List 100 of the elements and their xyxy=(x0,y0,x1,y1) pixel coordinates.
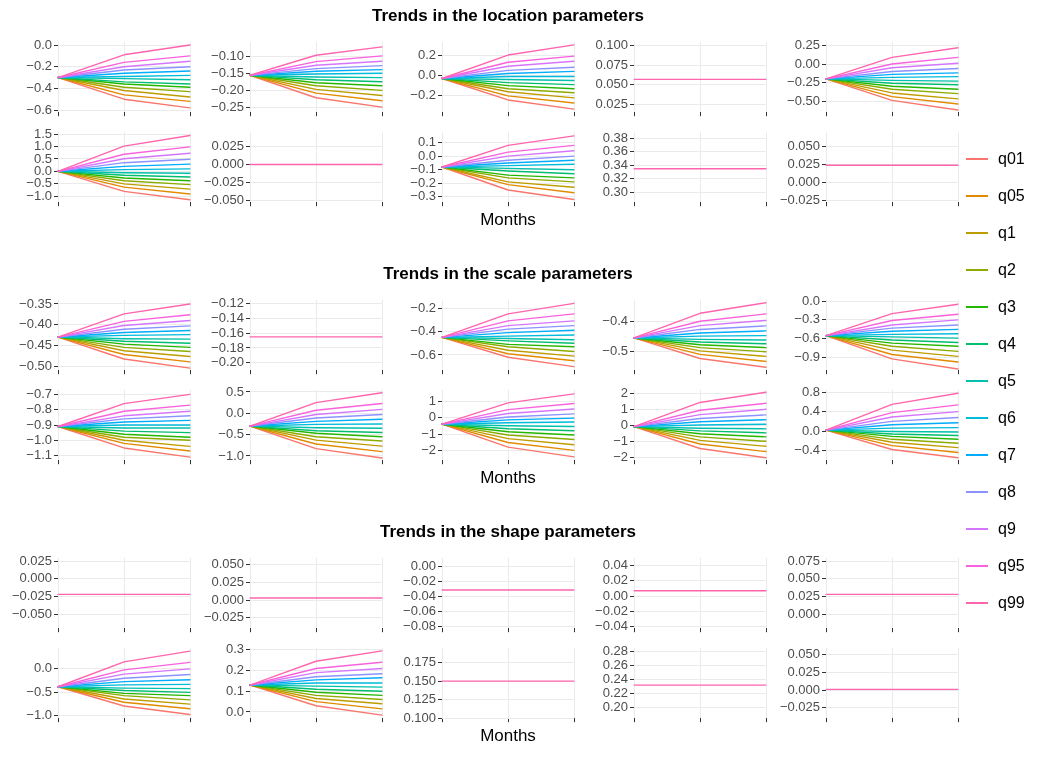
y-tick-label: −0.025 xyxy=(779,192,820,208)
legend-label: q6 xyxy=(998,408,1016,427)
y-tick-label: 0.0 xyxy=(225,404,244,420)
y-tick-label: −0.2 xyxy=(26,58,52,74)
y-tick-label: −0.5 xyxy=(218,426,244,442)
y-tick-label: 0.025 xyxy=(787,664,820,680)
y-tick-label: 0.26 xyxy=(602,656,628,672)
y-tick-label: −0.7 xyxy=(26,385,52,401)
y-tick-label: −0.12 xyxy=(211,295,244,311)
y-tick-label: 0.00 xyxy=(794,55,820,71)
y-tick-label: 0.00 xyxy=(602,587,628,603)
y-tick-label: 0.3 xyxy=(225,641,244,657)
y-tick-label: −0.3 xyxy=(794,311,820,327)
y-tick-label: 0.025 xyxy=(211,137,244,153)
y-tick-label: −0.04 xyxy=(595,618,628,634)
y-tick-label: −0.40 xyxy=(19,316,52,332)
x-axis-title: Months xyxy=(479,726,537,746)
legend-label: q2 xyxy=(998,260,1016,279)
y-tick-label: 1.5 xyxy=(33,125,52,141)
y-tick-label: −0.5 xyxy=(602,342,628,358)
y-tick-label: −0.02 xyxy=(595,602,628,618)
y-tick-label: −0.14 xyxy=(211,309,244,325)
y-tick-label: −2 xyxy=(613,448,628,464)
y-tick-label: −0.20 xyxy=(211,81,244,97)
y-tick-label: −2 xyxy=(421,441,436,457)
y-tick-label: 0.30 xyxy=(602,183,628,199)
y-tick-label: 0.0 xyxy=(225,703,244,719)
y-tick-label: −0.20 xyxy=(211,354,244,370)
y-tick-label: 1 xyxy=(620,400,628,416)
y-tick-label: −0.6 xyxy=(410,346,436,362)
y-tick-label: 0.050 xyxy=(787,570,820,586)
legend-label: q4 xyxy=(998,334,1016,353)
y-tick-label: −0.16 xyxy=(211,324,244,340)
y-tick-label: −0.4 xyxy=(410,323,436,339)
y-tick-label: 0.000 xyxy=(211,591,244,607)
y-tick-label: −0.3 xyxy=(410,188,436,204)
y-tick-label: −0.18 xyxy=(211,339,244,355)
y-tick-label: 0.20 xyxy=(602,699,628,715)
y-tick-label: 0.0 xyxy=(801,422,820,438)
y-tick-label: −0.050 xyxy=(11,605,52,621)
y-tick-label: 0.075 xyxy=(595,56,628,72)
y-tick-label: 0.100 xyxy=(403,709,436,725)
y-tick-label: 0.2 xyxy=(225,662,244,678)
y-tick-label: 0.025 xyxy=(787,156,820,172)
y-tick-label: −0.2 xyxy=(410,299,436,315)
legend-label: q1 xyxy=(998,223,1016,242)
y-tick-label: −0.050 xyxy=(203,192,244,208)
y-tick-label: 0.000 xyxy=(211,156,244,172)
legend-label: q8 xyxy=(998,482,1016,501)
y-tick-label: 0.050 xyxy=(595,76,628,92)
y-tick-label: 0.36 xyxy=(602,143,628,159)
y-tick-label: 0.125 xyxy=(403,691,436,707)
y-tick-label: 0.025 xyxy=(787,588,820,604)
chart-title: Trends in the scale parameters xyxy=(382,264,634,284)
y-tick-label: −0.8 xyxy=(26,401,52,417)
y-tick-label: 0.38 xyxy=(602,130,628,146)
y-tick-label: 0.02 xyxy=(602,572,628,588)
y-tick-label: −0.4 xyxy=(602,313,628,329)
y-tick-label: 1 xyxy=(428,392,436,408)
y-tick-label: 0.04 xyxy=(602,557,628,573)
y-tick-label: −1.0 xyxy=(218,447,244,463)
y-tick-label: 0.000 xyxy=(787,174,820,190)
y-tick-label: 0.4 xyxy=(801,403,820,419)
y-tick-label: −1.0 xyxy=(26,707,52,723)
y-tick-label: −0.4 xyxy=(794,442,820,458)
y-tick-label: −0.1 xyxy=(410,161,436,177)
y-tick-label: −0.025 xyxy=(203,174,244,190)
y-tick-label: −1.0 xyxy=(26,431,52,447)
y-tick-label: −1 xyxy=(613,432,628,448)
y-tick-label: −0.08 xyxy=(403,618,436,634)
y-tick-label: −0.025 xyxy=(11,588,52,604)
y-tick-label: −0.04 xyxy=(403,588,436,604)
y-tick-label: 0.00 xyxy=(410,558,436,574)
legend-label: q05 xyxy=(998,186,1025,205)
x-axis-title: Months xyxy=(479,210,537,230)
y-tick-label: 0 xyxy=(620,416,628,432)
y-tick-label: −0.5 xyxy=(26,683,52,699)
y-tick-label: 0.150 xyxy=(403,672,436,688)
y-tick-label: 0.2 xyxy=(417,46,436,62)
legend-label: q9 xyxy=(998,519,1016,538)
y-tick-label: −0.02 xyxy=(403,573,436,589)
y-tick-label: 0.22 xyxy=(602,685,628,701)
y-tick-label: 0.28 xyxy=(602,642,628,658)
y-tick-label: −1.1 xyxy=(26,447,52,463)
y-tick-label: 0.5 xyxy=(225,383,244,399)
y-tick-label: 0.000 xyxy=(787,681,820,697)
y-tick-label: −0.4 xyxy=(26,79,52,95)
y-tick-label: −0.06 xyxy=(403,603,436,619)
y-tick-label: 0.025 xyxy=(19,552,52,568)
y-tick-label: 0.8 xyxy=(801,383,820,399)
y-tick-label: 0.34 xyxy=(602,156,628,172)
y-tick-label: −1 xyxy=(421,425,436,441)
y-tick-label: −0.9 xyxy=(794,349,820,365)
legend-label: q7 xyxy=(998,445,1016,464)
y-tick-label: 2 xyxy=(620,384,628,400)
y-tick-label: 0.1 xyxy=(417,134,436,150)
y-tick-label: −0.2 xyxy=(410,174,436,190)
y-tick-label: 0.0 xyxy=(33,660,52,676)
x-axis-title: Months xyxy=(479,468,537,488)
y-tick-label: −0.45 xyxy=(19,336,52,352)
